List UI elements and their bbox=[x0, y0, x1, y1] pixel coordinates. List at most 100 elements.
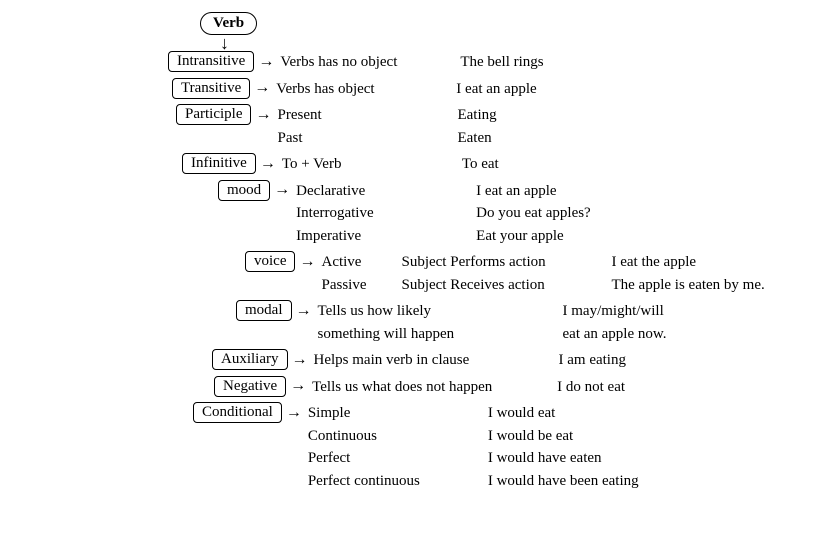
columns: PresentPastEatingEaten bbox=[277, 104, 657, 149]
cell-text: Tells us what does not happen bbox=[312, 376, 557, 399]
cell-text: Verbs has no object bbox=[280, 51, 460, 74]
cell-text: Subject Receives action bbox=[401, 274, 611, 297]
category-wrap: Infinitive→ bbox=[182, 153, 282, 174]
cell-text: I eat an apple bbox=[476, 180, 676, 203]
row-conditional: Conditional→SimpleContinuousPerfectPerfe… bbox=[20, 402, 814, 492]
diagram-rows: Intransitive→Verbs has no objectThe bell… bbox=[20, 51, 814, 492]
columns: DeclarativeInterrogativeImperativeI eat … bbox=[296, 180, 676, 248]
column: SimpleContinuousPerfectPerfect continuou… bbox=[308, 402, 488, 492]
category-box-modal: modal bbox=[236, 300, 292, 321]
column: I eat an apple bbox=[456, 78, 656, 101]
cell-text: Simple bbox=[308, 402, 488, 425]
cell-text: Perfect continuous bbox=[308, 470, 488, 493]
column: DeclarativeInterrogativeImperative bbox=[296, 180, 476, 248]
row-mood: mood→DeclarativeInterrogativeImperativeI… bbox=[20, 180, 814, 248]
row-intransitive: Intransitive→Verbs has no objectThe bell… bbox=[20, 51, 814, 74]
column: I would eatI would be eatI would have ea… bbox=[488, 402, 708, 492]
column: Tells us how likelysomething will happen bbox=[318, 300, 563, 345]
cell-text: The bell rings bbox=[460, 51, 660, 74]
row-negative: Negative→Tells us what does not happenI … bbox=[20, 376, 814, 399]
cell-text: Helps main verb in clause bbox=[314, 349, 559, 372]
category-wrap: Auxiliary→ bbox=[212, 349, 314, 370]
cell-text: Imperative bbox=[296, 225, 476, 248]
cell-text: Do you eat apples? bbox=[476, 202, 676, 225]
cell-text: Tells us how likely bbox=[318, 300, 563, 323]
columns: Tells us what does not happenI do not ea… bbox=[312, 376, 757, 399]
column: Tells us what does not happen bbox=[312, 376, 557, 399]
cell-text: Verbs has object bbox=[276, 78, 456, 101]
root-label: Verb bbox=[213, 15, 244, 31]
row-modal: modal→Tells us how likelysomething will … bbox=[20, 300, 814, 345]
column: I eat the appleThe apple is eaten by me. bbox=[611, 251, 831, 296]
cell-text: I do not eat bbox=[557, 376, 757, 399]
cell-text: something will happen bbox=[318, 323, 563, 346]
category-box-participle: Participle bbox=[176, 104, 251, 125]
category-wrap: Conditional→ bbox=[193, 402, 308, 423]
arrow-right-icon: → bbox=[286, 404, 302, 422]
column: I do not eat bbox=[557, 376, 757, 399]
category-wrap: voice→ bbox=[245, 251, 321, 272]
cell-text: To + Verb bbox=[282, 153, 462, 176]
category-box-negative: Negative bbox=[214, 376, 286, 397]
column: Subject Performs actionSubject Receives … bbox=[401, 251, 611, 296]
column: To + Verb bbox=[282, 153, 462, 176]
arrow-right-icon: → bbox=[296, 302, 312, 320]
down-arrow-icon: ↓ bbox=[220, 37, 814, 49]
arrow-right-icon: → bbox=[292, 351, 308, 369]
cell-text: I am eating bbox=[559, 349, 759, 372]
column: To eat bbox=[462, 153, 662, 176]
category-box-transitive: Transitive bbox=[172, 78, 250, 99]
category-box-infinitive: Infinitive bbox=[182, 153, 256, 174]
cell-text: Eat your apple bbox=[476, 225, 676, 248]
cell-text: Declarative bbox=[296, 180, 476, 203]
row-infinitive: Infinitive→To + VerbTo eat bbox=[20, 153, 814, 176]
cell-text: I may/might/will bbox=[563, 300, 763, 323]
cell-text: Active bbox=[321, 251, 401, 274]
category-wrap: Participle→ bbox=[176, 104, 277, 125]
arrow-right-icon: → bbox=[260, 155, 276, 173]
category-box-mood: mood bbox=[218, 180, 270, 201]
category-box-voice: voice bbox=[245, 251, 295, 272]
arrow-right-icon: → bbox=[299, 253, 315, 271]
columns: SimpleContinuousPerfectPerfect continuou… bbox=[308, 402, 708, 492]
row-participle: Participle→PresentPastEatingEaten bbox=[20, 104, 814, 149]
cell-text: Eating bbox=[457, 104, 657, 127]
category-wrap: mood→ bbox=[218, 180, 296, 201]
category-wrap: Transitive→ bbox=[172, 78, 276, 99]
cell-text: I eat an apple bbox=[456, 78, 656, 101]
cell-text: I would eat bbox=[488, 402, 708, 425]
cell-text: Subject Performs action bbox=[401, 251, 611, 274]
columns: Verbs has objectI eat an apple bbox=[276, 78, 656, 101]
cell-text: The apple is eaten by me. bbox=[611, 274, 831, 297]
cell-text: Eaten bbox=[457, 127, 657, 150]
arrow-right-icon: → bbox=[258, 53, 274, 71]
column: EatingEaten bbox=[457, 104, 657, 149]
category-wrap: modal→ bbox=[236, 300, 318, 321]
column: ActivePassive bbox=[321, 251, 401, 296]
column: The bell rings bbox=[460, 51, 660, 74]
columns: Tells us how likelysomething will happen… bbox=[318, 300, 763, 345]
arrow-right-icon: → bbox=[290, 377, 306, 395]
columns: Verbs has no objectThe bell rings bbox=[280, 51, 660, 74]
cell-text: Passive bbox=[321, 274, 401, 297]
cell-text: Past bbox=[277, 127, 457, 150]
category-wrap: Negative→ bbox=[214, 376, 312, 397]
columns: To + VerbTo eat bbox=[282, 153, 662, 176]
category-box-conditional: Conditional bbox=[193, 402, 282, 423]
arrow-right-icon: → bbox=[255, 106, 271, 124]
row-voice: voice→ActivePassiveSubject Performs acti… bbox=[20, 251, 814, 296]
cell-text: I would have been eating bbox=[488, 470, 708, 493]
column: Helps main verb in clause bbox=[314, 349, 559, 372]
cell-text: Continuous bbox=[308, 425, 488, 448]
cell-text: I eat the apple bbox=[611, 251, 831, 274]
cell-text: I would have eaten bbox=[488, 447, 708, 470]
column: PresentPast bbox=[277, 104, 457, 149]
column: I may/might/willeat an apple now. bbox=[563, 300, 763, 345]
column: I eat an appleDo you eat apples?Eat your… bbox=[476, 180, 676, 248]
columns: ActivePassiveSubject Performs actionSubj… bbox=[321, 251, 831, 296]
category-box-auxiliary: Auxiliary bbox=[212, 349, 288, 370]
cell-text: eat an apple now. bbox=[563, 323, 763, 346]
row-auxiliary: Auxiliary→Helps main verb in clauseI am … bbox=[20, 349, 814, 372]
columns: Helps main verb in clauseI am eating bbox=[314, 349, 759, 372]
column: Verbs has object bbox=[276, 78, 456, 101]
